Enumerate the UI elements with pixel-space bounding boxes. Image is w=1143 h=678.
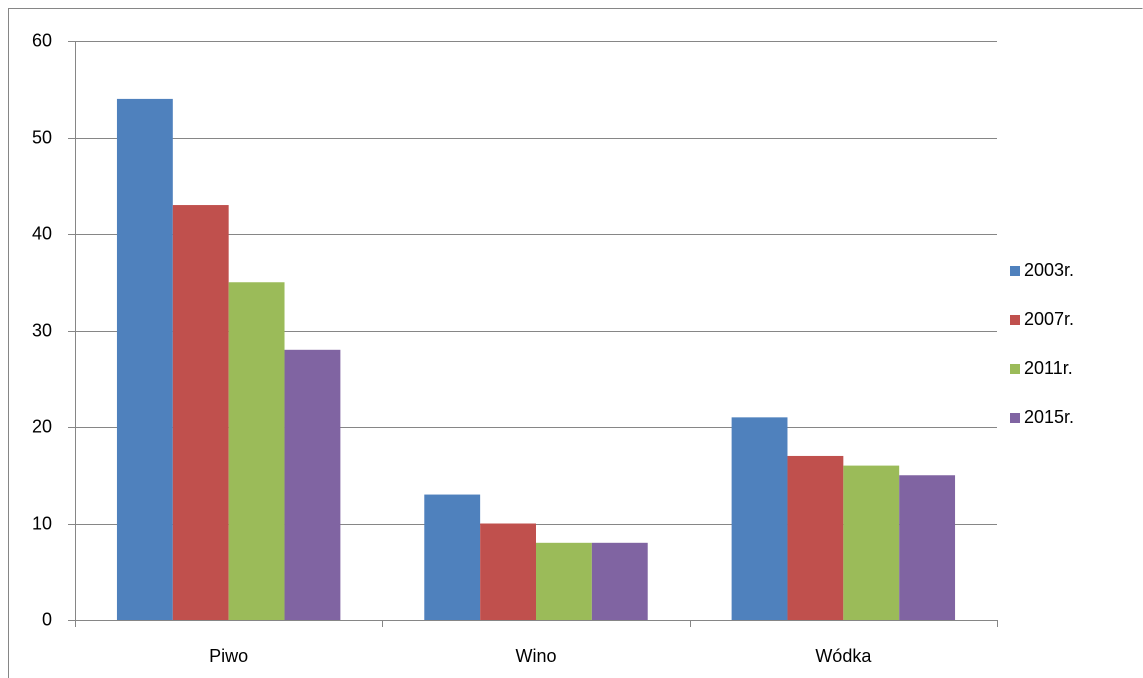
y-tick-label: 20	[32, 416, 52, 436]
y-tick-label: 30	[32, 320, 52, 340]
bar	[787, 455, 844, 620]
x-tick-label: Wino	[515, 646, 556, 666]
legend-swatch	[1010, 266, 1020, 276]
bar	[228, 282, 285, 620]
legend-label: 2011r.	[1024, 358, 1073, 378]
bar	[172, 205, 229, 621]
bar	[731, 417, 788, 620]
bar	[536, 542, 592, 620]
y-tick-label: 0	[42, 609, 52, 629]
legend-label: 2003r.	[1024, 260, 1074, 280]
bar	[116, 98, 173, 620]
bar	[284, 349, 341, 620]
y-tick-label: 10	[32, 513, 52, 533]
x-tick-label: Wódka	[815, 646, 872, 666]
bar	[591, 542, 648, 620]
legend-swatch	[1010, 413, 1020, 423]
y-tick-label: 40	[32, 223, 52, 243]
bar	[480, 523, 536, 620]
x-tick-label: Piwo	[209, 646, 248, 666]
legend-swatch	[1010, 315, 1020, 325]
y-tick-label: 60	[32, 30, 52, 50]
bar	[424, 494, 481, 620]
legend-label: 2015r.	[1024, 407, 1074, 427]
bar	[843, 465, 900, 620]
bar	[899, 475, 956, 620]
chart-frame	[8, 8, 1143, 678]
legend-label: 2007r.	[1024, 309, 1074, 329]
legend-swatch	[1010, 364, 1020, 374]
y-tick-label: 50	[32, 127, 52, 147]
